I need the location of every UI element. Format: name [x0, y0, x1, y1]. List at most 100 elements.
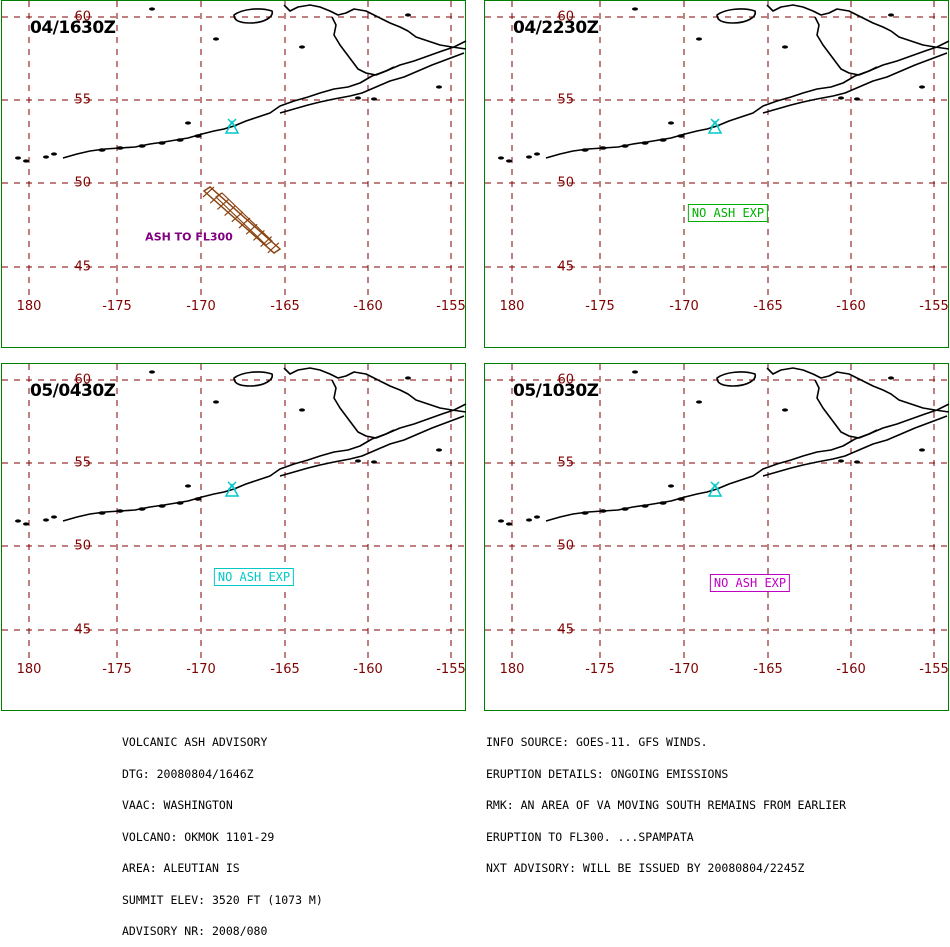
latitude-label: 45	[557, 259, 574, 275]
island	[599, 146, 607, 150]
island	[116, 146, 124, 150]
advisory-info-right: INFO SOURCE: GOES-11. GFS WINDS. ERUPTIO…	[486, 716, 846, 884]
longitude-label: -160	[836, 299, 866, 314]
latitude-label: 45	[557, 622, 574, 638]
island	[888, 13, 894, 17]
island	[116, 509, 124, 513]
latitude-label: 60	[557, 9, 574, 25]
island	[158, 504, 166, 508]
island	[659, 138, 667, 142]
coastline	[279, 415, 465, 477]
coastline	[814, 379, 878, 439]
island	[176, 501, 184, 505]
advisory-line: VOLCANIC ASH ADVISORY	[122, 735, 268, 749]
no-ash-expected-box: NO ASH EXP	[709, 574, 791, 592]
island	[621, 144, 629, 148]
island	[498, 156, 504, 160]
island	[138, 507, 146, 511]
longitude-label: 180	[16, 299, 42, 314]
latitude-label: 50	[557, 538, 574, 554]
island	[919, 85, 925, 89]
ash-altitude-label: ASH TO FL300	[145, 230, 233, 244]
map-canvas	[2, 1, 467, 297]
island	[581, 511, 589, 515]
island	[194, 497, 202, 501]
coastline	[545, 40, 950, 159]
coastline	[62, 40, 467, 159]
island	[299, 45, 305, 49]
map-canvas	[485, 364, 950, 660]
coastline	[283, 4, 467, 50]
coastline	[279, 52, 465, 114]
island	[888, 376, 894, 380]
advisory-line: VAAC: WASHINGTON	[122, 798, 233, 812]
island	[534, 515, 540, 519]
island	[405, 13, 411, 17]
longitude-label: -175	[585, 299, 615, 314]
map-canvas	[2, 364, 467, 660]
forecast-time-label: 04/1630Z	[30, 18, 116, 38]
coastline	[233, 371, 273, 387]
advisory-line: DTG: 20080804/1646Z	[122, 766, 254, 781]
coastline	[766, 367, 950, 413]
island	[355, 459, 361, 463]
latitude-label: 60	[74, 9, 91, 25]
island	[621, 507, 629, 511]
forecast-time-label: 05/0430Z	[30, 381, 116, 401]
island	[919, 448, 925, 452]
longitude-label: -170	[186, 662, 216, 677]
latitude-label: 45	[74, 259, 91, 275]
island	[194, 134, 202, 138]
longitude-label: -170	[669, 662, 699, 677]
advisory-line: RMK: AN AREA OF VA MOVING SOUTH REMAINS …	[486, 798, 847, 812]
island	[15, 156, 21, 160]
longitude-label: -160	[836, 662, 866, 677]
advisory-line: NXT ADVISORY: WILL BE ISSUED BY 20080804…	[486, 861, 805, 875]
island	[98, 511, 106, 515]
volcano-icon	[224, 118, 240, 134]
island	[15, 519, 21, 523]
island	[498, 519, 504, 523]
island	[506, 522, 512, 526]
latitude-label: 50	[557, 175, 574, 191]
forecast-panel-4: 05/1030Z 60 55 50 45 180 -175 -170 -165 -160 -155 N…	[484, 363, 950, 711]
longitude-label: -170	[669, 299, 699, 314]
island	[526, 155, 532, 159]
island	[23, 159, 29, 163]
island	[98, 148, 106, 152]
island	[659, 501, 667, 505]
latitude-label: 50	[74, 175, 91, 191]
longitude-label: -175	[585, 662, 615, 677]
forecast-time-label: 05/1030Z	[513, 381, 599, 401]
latitude-label: 60	[74, 372, 91, 388]
longitude-label: -175	[102, 662, 132, 677]
island	[138, 144, 146, 148]
island	[696, 400, 702, 404]
advisory-line: ERUPTION DETAILS: ONGOING EMISSIONS	[486, 766, 729, 781]
advisory-line: SUMMIT ELEV: 3520 FT (1073 M)	[122, 892, 323, 907]
coastline	[283, 367, 467, 413]
advisory-line: AREA: ALEUTIAN IS	[122, 861, 240, 875]
latitude-label: 50	[74, 538, 91, 554]
island	[185, 484, 191, 488]
island	[23, 522, 29, 526]
island	[51, 515, 57, 519]
island	[854, 460, 860, 464]
island	[599, 509, 607, 513]
longitude-label: -155	[436, 662, 466, 677]
island	[838, 96, 844, 100]
island	[782, 45, 788, 49]
latitude-label: 55	[557, 92, 574, 108]
coastline	[716, 8, 756, 24]
volcano-icon	[707, 118, 723, 134]
island	[641, 141, 649, 145]
longitude-label: -165	[270, 662, 300, 677]
island	[838, 459, 844, 463]
coastline	[331, 16, 395, 76]
ash-area	[202, 186, 282, 254]
coastline	[545, 403, 950, 522]
forecast-panel-2: 04/2230Z 60 55 50 45 180 -175 -170 -165 -160 -155 N…	[484, 0, 950, 348]
longitude-label: -165	[753, 299, 783, 314]
latitude-label: 55	[557, 455, 574, 471]
longitude-label: -170	[186, 299, 216, 314]
